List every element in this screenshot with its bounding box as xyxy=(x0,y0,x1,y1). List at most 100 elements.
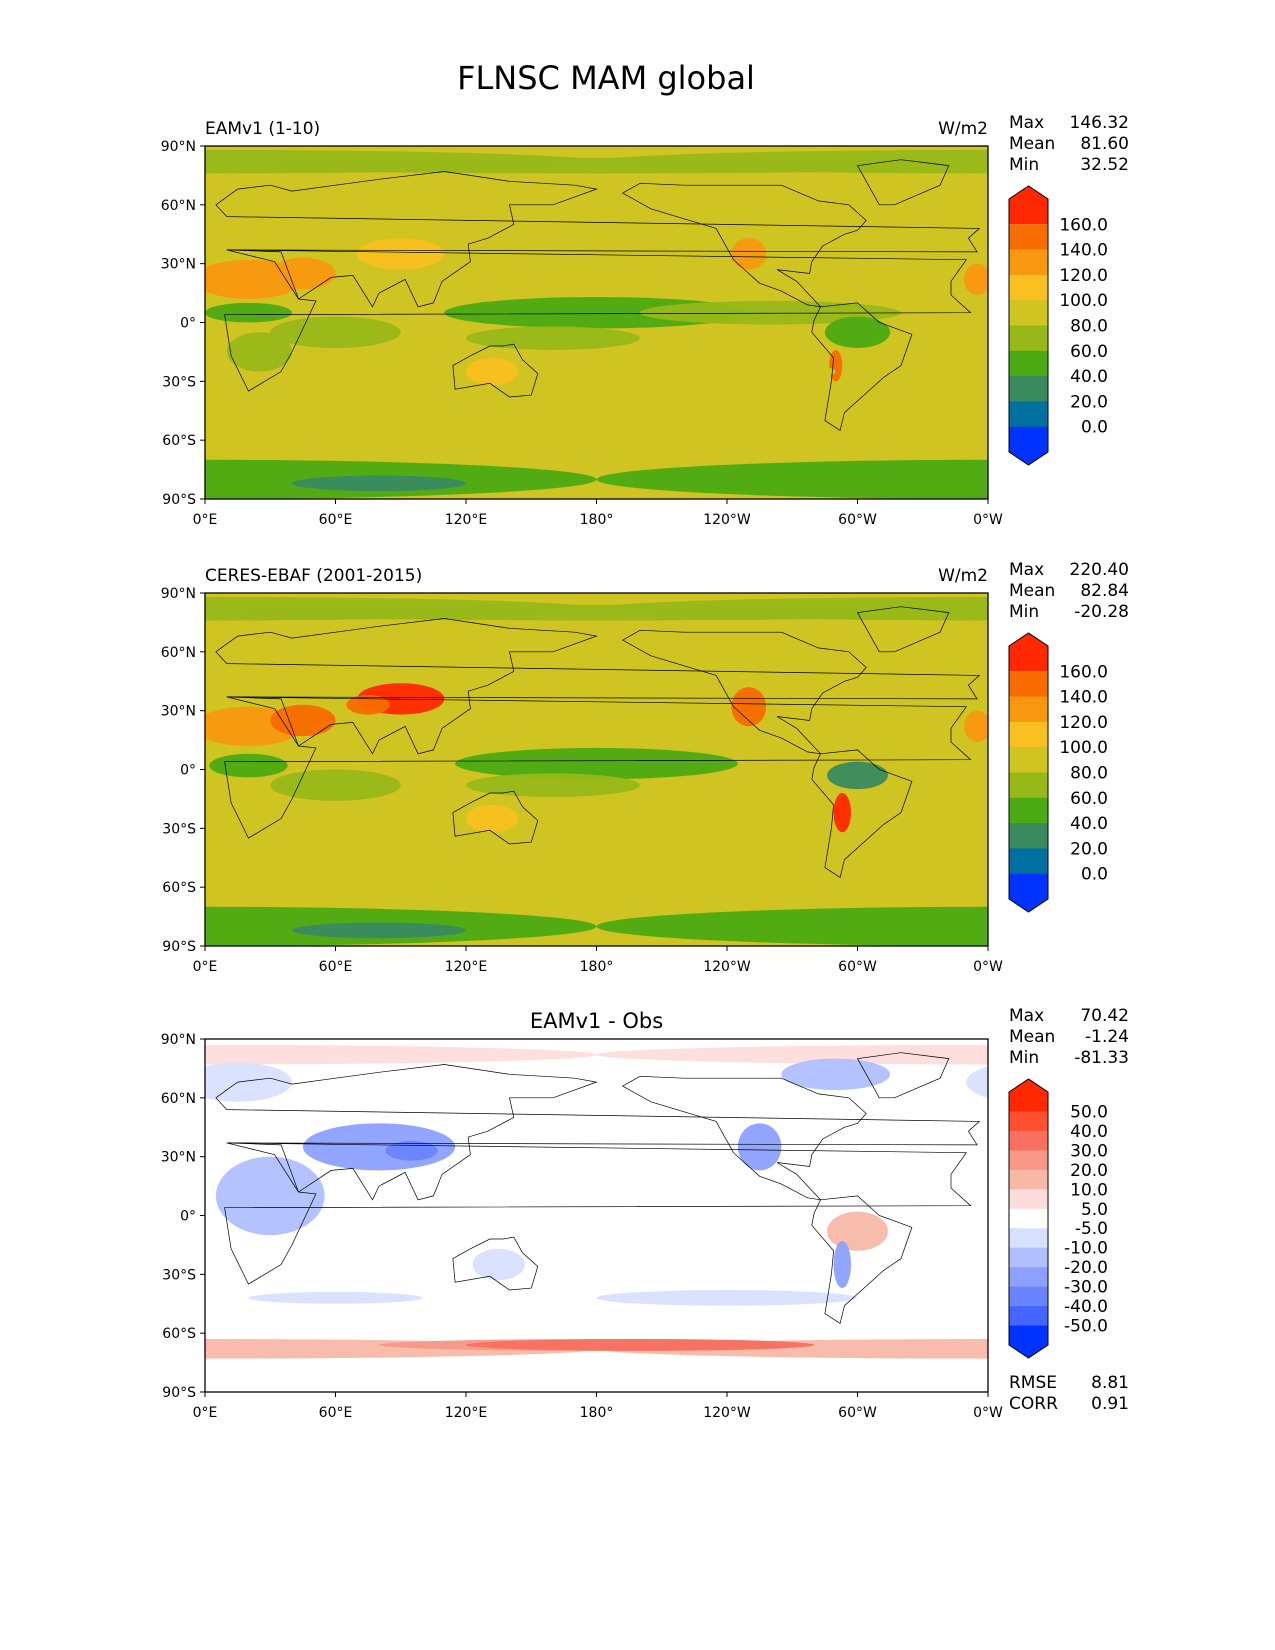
panel-title: CERES-EBAF (2001-2015) xyxy=(205,566,422,586)
colorbar-label: 20.0 xyxy=(1070,839,1108,859)
field-region xyxy=(0,158,205,174)
colorbar-segment xyxy=(1009,747,1048,773)
stat-value: -1.24 xyxy=(1085,1027,1129,1047)
x-tick-label: 120°E xyxy=(445,512,488,528)
field-region xyxy=(833,793,851,833)
field-region xyxy=(596,1290,858,1306)
x-tick-label: 0°E xyxy=(193,512,218,528)
field-region xyxy=(270,257,336,290)
coastline-greenland xyxy=(856,1052,950,1099)
field-region xyxy=(248,1291,423,1304)
colorbar-label: -40.0 xyxy=(1064,1297,1108,1317)
field-region xyxy=(270,769,401,801)
stat-value: 70.42 xyxy=(1080,1006,1129,1026)
field-region xyxy=(466,1339,814,1351)
field-region xyxy=(205,157,988,174)
field-region xyxy=(1075,475,1249,491)
coastline-africa xyxy=(224,1142,972,1285)
x-tick-label: 0°W xyxy=(973,512,1003,528)
coastline-africa xyxy=(224,249,972,392)
field-region xyxy=(1086,1123,1238,1170)
field-region xyxy=(827,761,888,790)
map-field xyxy=(0,146,1249,499)
colorbar-label: -10.0 xyxy=(1064,1239,1108,1259)
x-tick-label: 60°W xyxy=(838,512,877,528)
x-tick-label: 0°E xyxy=(193,1405,218,1421)
field-region xyxy=(596,906,988,946)
colorbar-label: 100.0 xyxy=(1059,738,1108,758)
colorbar-label: 30.0 xyxy=(1070,1141,1108,1161)
field-region xyxy=(0,605,205,621)
stat-value: -20.28 xyxy=(1074,602,1129,622)
field-region xyxy=(781,1058,891,1090)
colorbar-segment xyxy=(1009,797,1048,824)
field-region xyxy=(205,302,292,323)
stat-value: 220.40 xyxy=(1070,560,1129,580)
y-tick-label: 90°S xyxy=(162,492,196,508)
coastline-greenland xyxy=(856,159,950,206)
panel-title: EAMv1 (1-10) xyxy=(205,119,320,139)
colorbar-segment xyxy=(1009,1286,1048,1307)
colorbar-label: 0.0 xyxy=(1081,418,1108,438)
map-field xyxy=(0,1039,1238,1392)
field-region xyxy=(466,773,640,797)
field-region xyxy=(205,1062,292,1102)
field-region xyxy=(1140,238,1227,269)
field-region xyxy=(42,317,107,348)
field-region xyxy=(737,1123,782,1171)
colorbar-segment xyxy=(1009,848,1048,875)
field-region xyxy=(444,297,749,329)
map-field xyxy=(0,593,988,946)
coastline-australia xyxy=(452,1236,539,1291)
stat-label: Max xyxy=(1009,1006,1044,1026)
colorbar-segment xyxy=(1009,1208,1048,1229)
field-region xyxy=(385,1140,438,1161)
colorbar-label: -50.0 xyxy=(1064,1317,1108,1337)
field-region xyxy=(0,301,118,325)
y-tick-label: 30°S xyxy=(162,374,196,390)
stat-label: Mean xyxy=(1009,581,1055,601)
stat-value: -81.33 xyxy=(1074,1048,1129,1068)
y-tick-label: 60°N xyxy=(161,198,196,214)
stat-value: 81.60 xyxy=(1080,134,1129,154)
x-tick-label: 120°W xyxy=(703,1405,751,1421)
colorbar-segment xyxy=(1009,186,1048,225)
x-tick-label: 60°W xyxy=(838,1405,877,1421)
field-region xyxy=(466,804,519,833)
field-region xyxy=(596,459,988,499)
map-panel-obs: 0°E 60°E 120°E 180° 120°W 60°W 0°W 90°N 60°N 30°N… xyxy=(0,560,1129,975)
colorbar-label: 40.0 xyxy=(1070,1122,1108,1142)
field-region xyxy=(466,357,519,386)
field-region xyxy=(731,687,767,727)
y-tick-label: 30°N xyxy=(161,1150,196,1166)
x-tick-label: 180° xyxy=(580,1405,614,1421)
field-region xyxy=(1032,1292,1206,1304)
field-region xyxy=(357,238,445,270)
x-tick-label: 60°E xyxy=(319,959,353,975)
colorbar-segment xyxy=(1009,873,1048,912)
field-region xyxy=(226,332,292,372)
x-tick-label: 180° xyxy=(580,512,614,528)
field-region xyxy=(472,1248,525,1281)
field-region xyxy=(455,747,738,780)
y-tick-label: 0° xyxy=(180,1209,196,1225)
field-region xyxy=(292,922,466,939)
x-tick-label: 120°E xyxy=(445,959,488,975)
field-region xyxy=(0,1290,75,1306)
colorbar: 160.0 140.0 120.0 100.0 80.0 60.0 40.0 20.0 0.0 xyxy=(1008,632,1108,913)
colorbar-segment xyxy=(1009,671,1048,698)
colorbar-segment xyxy=(1009,696,1048,723)
figure-title: FLNSC MAM global xyxy=(457,59,755,97)
field-region xyxy=(964,710,988,743)
colorbar-label: 140.0 xyxy=(1059,241,1108,261)
field-region xyxy=(0,1339,31,1351)
field-region xyxy=(0,360,53,384)
colorbar-segment xyxy=(1009,274,1048,301)
y-tick-label: 30°S xyxy=(162,1267,196,1283)
coastline-samerica xyxy=(811,1195,913,1324)
coastline-australia xyxy=(452,343,539,398)
x-tick-label: 60°W xyxy=(838,959,877,975)
colorbar-segment xyxy=(1009,1079,1048,1112)
field-region xyxy=(827,1211,888,1251)
colorbar-label: 160.0 xyxy=(1059,215,1108,235)
